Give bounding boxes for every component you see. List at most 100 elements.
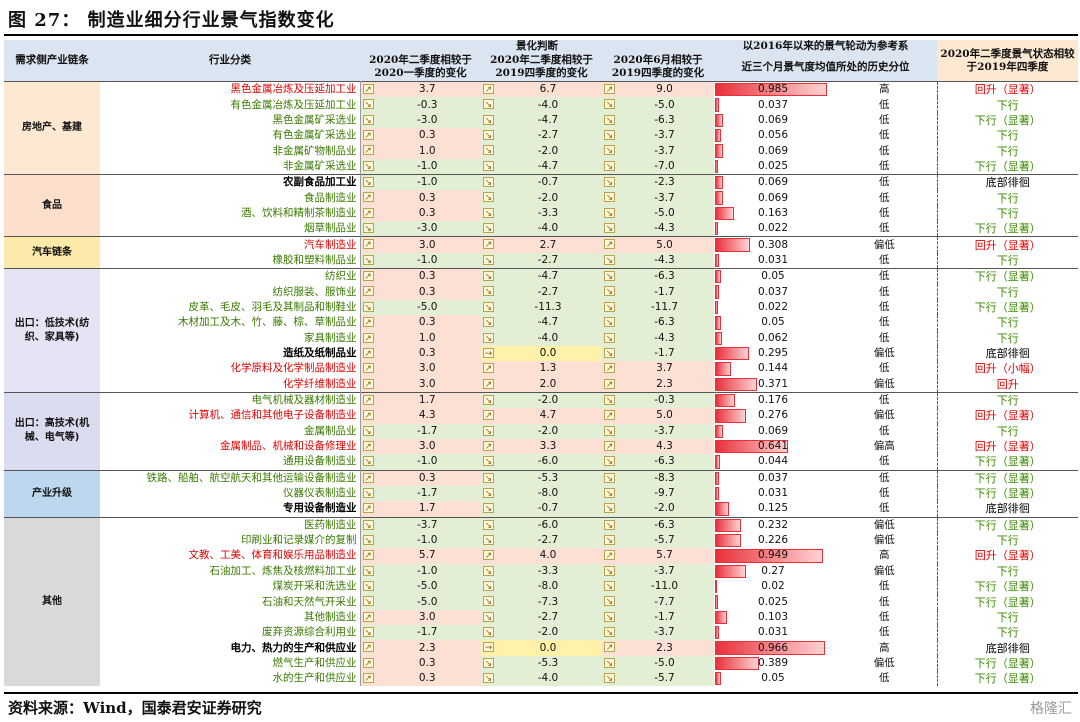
percentile-value: 0.037 (757, 98, 789, 111)
percentile-cell: 0.371 (714, 377, 832, 393)
change-cell-2: ↘ -4.0 (481, 221, 602, 237)
table-row: 水的生产和供应业 ↗ 0.3 ↘ -4.0 ↘ -5.7 0.05 低 下行（显著） (4, 671, 1078, 687)
status-label: 回升（显著） (974, 409, 1041, 423)
status-label: 下行 (996, 253, 1019, 267)
percentile-cell: 0.985 (714, 81, 832, 98)
change-value: 0.3 (418, 672, 436, 685)
change-value: 2.3 (418, 641, 436, 654)
percentile-cell: 0.037 (714, 284, 832, 299)
table-row: 石油加工、炼焦及核燃料加工业 ↘ -1.0 ↘ -3.3 ↘ -3.7 0.27 偏低 下行 (4, 563, 1078, 579)
industry-name: 电气机械及器材制造业 (100, 391, 361, 409)
percentile-bar (715, 176, 723, 190)
trend-down-icon: ↘ (483, 673, 494, 685)
change-cell-3: ↘ -5.7 (602, 532, 714, 549)
change-cell-3: ↘ -3.7 (602, 190, 714, 206)
change-value: 0.0 (539, 347, 557, 360)
percentile-cell: 0.044 (714, 454, 832, 470)
trend-down-icon: ↘ (362, 534, 374, 546)
change-cell-2: ↘ -7.3 (481, 594, 602, 610)
industry-name: 印刷业和记录媒介的复制 (100, 532, 361, 549)
level-label: 低 (832, 128, 938, 144)
level-label: 偏低 (832, 345, 938, 362)
trend-down-icon: ↘ (604, 254, 615, 266)
table-row: 房地产、基建 黑色金属冶炼及压延加工业 ↗ 3.7 ↗ 6.7 ↗ 9.0 0.985 高回升（显… (4, 80, 1079, 175)
percentile-value: 0.037 (757, 471, 789, 484)
change-value: 0.3 (418, 471, 436, 484)
trend-down-icon: ↘ (604, 223, 615, 235)
change-cell-1: ↗ 3.0 (360, 376, 481, 393)
change-value: 1.7 (418, 394, 436, 407)
table-row: 木材加工及木、竹、藤、棕、草制品业 ↗ 0.3 ↘ -4.7 ↘ -6.3 0.05 低 下行 (4, 315, 1078, 331)
trend-up-icon: ↗ (483, 378, 494, 390)
trend-up-icon: ↗ (362, 286, 374, 298)
change-cell-3: ↗ 5.7 (602, 548, 714, 564)
trend-down-icon: ↘ (604, 565, 615, 577)
change-cell-1: ↗ 0.3 (360, 284, 481, 300)
industry-name: 家具制造业 (100, 330, 361, 346)
level-label: 偏低 (832, 563, 938, 579)
percentile-cell: 0.05 (714, 315, 832, 330)
level-label: 低 (832, 158, 938, 175)
percentile-value: 0.069 (757, 191, 789, 204)
change-value: 0.3 (418, 206, 436, 219)
trend-down-icon: ↘ (604, 332, 615, 344)
trend-up-icon: ↗ (604, 410, 615, 422)
percentile-value: 0.044 (757, 455, 789, 468)
change-value: -5.0 (654, 656, 675, 669)
percentile-value: 0.062 (757, 331, 789, 344)
change-value: -4.3 (654, 253, 675, 266)
table-row: 石油和天然气开采业 ↘ -5.0 ↘ -7.3 ↘ -7.7 0.025 低下行（显著） (4, 594, 1078, 610)
change-cell-1: ↘ -1.7 (360, 485, 481, 502)
table-row: 燃气生产和供应业 ↗ 0.3 ↘ -5.3 ↘ -5.0 0.389 偏低 下行（显著） (4, 655, 1078, 672)
status-label: 下行 (937, 391, 1079, 409)
change-cell-1: ↘ -5.0 (360, 579, 481, 595)
change-value: -2.7 (537, 534, 559, 547)
change-cell-2: ↗ 1.3 (481, 361, 602, 377)
change-value: 0.3 (418, 191, 436, 204)
table-row: 家具制造业 ↗ 1.0 ↘ -4.0 ↘ -4.3 0.062 低 下行 (4, 330, 1078, 346)
change-cell-2: ↘ -2.7 (481, 128, 602, 144)
trend-down-icon: ↘ (362, 487, 374, 499)
industry-name: 燃气生产和供应业 (100, 655, 361, 672)
status-label: 下行（显著） (974, 595, 1041, 609)
level-label: 低 (832, 284, 938, 300)
status-label: 下行 (996, 424, 1019, 438)
percentile-cell: 0.389 (714, 656, 832, 671)
change-cell-3: ↘ -11.7 (602, 299, 714, 316)
industry-name: 专用设备制造业 (100, 501, 361, 518)
change-cell-1: ↗ 0.3 (360, 190, 481, 206)
percentile-bar (715, 455, 720, 469)
change-cell-1: ↗ 3.7 (360, 81, 481, 98)
percentile-cell: 0.125 (714, 501, 832, 517)
trend-up-icon: ↗ (483, 363, 494, 375)
change-cell-3: ↘ -4.3 (602, 252, 714, 269)
table-row: 电力、热力的生产和供应业 ↗ 2.3 → 0.0 ↗ 2.3 0.966 高底部徘徊 (4, 640, 1078, 656)
change-cell-1: ↘ -5.0 (360, 594, 481, 610)
change-value: -8.0 (537, 487, 559, 500)
percentile-cell: 0.022 (714, 300, 832, 315)
header-c3: 2020年6月相较于2019四季度的变化 (602, 53, 714, 82)
trend-up-icon: ↗ (362, 550, 374, 562)
percentile-value: 0.025 (757, 159, 789, 172)
trend-down-icon: ↘ (483, 177, 494, 189)
percentile-cell: 0.176 (714, 391, 832, 409)
trend-down-icon: ↘ (483, 425, 494, 437)
trend-down-icon: ↘ (604, 487, 615, 499)
trend-down-icon: ↘ (483, 301, 494, 313)
trend-up-icon: ↗ (604, 642, 615, 654)
percentile-cell: 0.295 (714, 346, 832, 361)
trend-down-icon: ↘ (483, 503, 494, 515)
change-value: -2.3 (654, 176, 675, 189)
change-cell-2: ↘ -4.0 (481, 97, 602, 113)
change-cell-2: ↘ -4.0 (481, 330, 602, 346)
chain-group-label: 出口：高技术(机械、电气等) (4, 391, 100, 471)
percentile-cell: 0.05 (714, 268, 832, 285)
level-label: 低 (832, 469, 938, 486)
percentile-value: 0.371 (757, 377, 789, 390)
trend-down-icon: ↘ (604, 286, 615, 298)
header-chain: 需求侧产业链条 (4, 40, 100, 82)
change-cell-3: ↘ -5.0 (602, 97, 714, 113)
percentile-cell: 0.232 (714, 516, 832, 533)
change-cell-3: ↘ -6.3 (602, 112, 714, 129)
table-row: 出口：高技术(机械、电气等) 电气机械及器材制造业 ↗ 1.7 ↘ -2.0 ↘ -0.3 0.… (4, 391, 1079, 471)
